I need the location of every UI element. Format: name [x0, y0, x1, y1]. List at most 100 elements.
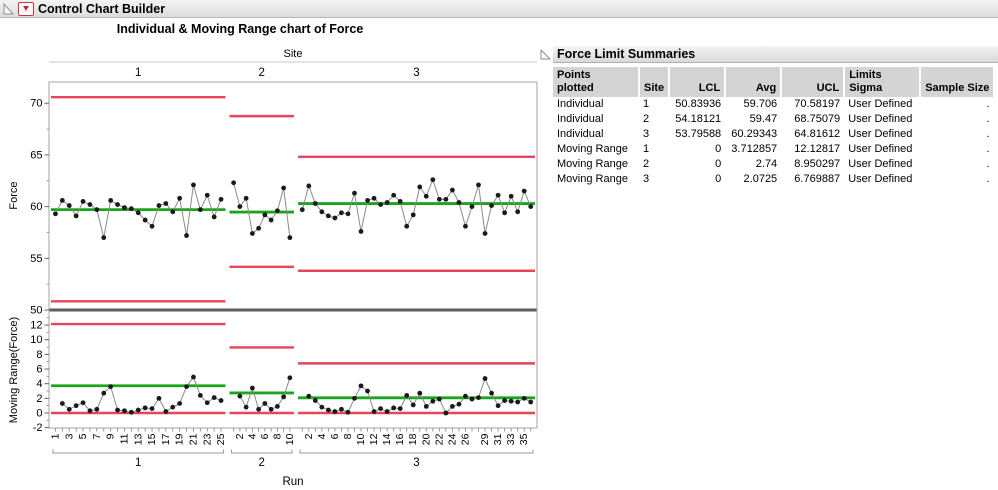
mr-data-point[interactable] — [243, 404, 249, 410]
data-point[interactable] — [243, 195, 249, 201]
data-point[interactable] — [53, 211, 58, 217]
column-header[interactable]: LCL — [668, 67, 726, 97]
table-row[interactable]: Individual 2 54.18121 59.47 68.75079 User Def… — [553, 112, 993, 127]
mr-data-point[interactable] — [404, 393, 410, 398]
data-point[interactable] — [87, 202, 93, 207]
column-header[interactable]: Sample Size — [919, 67, 994, 97]
mr-data-point[interactable] — [443, 410, 449, 416]
mr-data-point[interactable] — [101, 390, 107, 396]
data-point[interactable] — [163, 201, 169, 206]
data-point[interactable] — [325, 213, 331, 219]
data-point[interactable] — [476, 182, 481, 188]
data-point[interactable] — [397, 199, 403, 204]
mr-data-point[interactable] — [345, 409, 351, 415]
mr-data-point[interactable] — [476, 395, 481, 401]
column-header[interactable]: Site — [637, 67, 670, 97]
mr-data-point[interactable] — [128, 409, 134, 415]
mr-data-point[interactable] — [397, 406, 403, 412]
mr-data-point[interactable] — [262, 401, 268, 406]
table-row[interactable]: Moving Range 1 0 3.712857 12.12817 User Defin… — [553, 142, 993, 157]
data-point[interactable] — [94, 207, 100, 213]
data-point[interactable] — [115, 202, 120, 207]
data-point[interactable] — [256, 225, 262, 231]
mr-data-point[interactable] — [423, 404, 429, 409]
mr-data-point[interactable] — [211, 395, 217, 401]
data-point[interactable] — [410, 212, 416, 218]
mr-data-point[interactable] — [218, 398, 224, 403]
data-point[interactable] — [177, 195, 183, 201]
data-point[interactable] — [423, 193, 429, 199]
mr-data-point[interactable] — [94, 406, 100, 412]
mr-data-point[interactable] — [436, 396, 442, 402]
data-point[interactable] — [249, 231, 255, 236]
data-point[interactable] — [456, 200, 462, 205]
data-point[interactable] — [528, 204, 534, 210]
data-point[interactable] — [306, 183, 312, 189]
mr-data-point[interactable] — [325, 407, 331, 413]
data-point[interactable] — [502, 210, 508, 216]
data-point[interactable] — [73, 213, 79, 219]
data-point[interactable] — [482, 231, 488, 236]
mr-data-point[interactable] — [482, 376, 488, 381]
mr-data-point[interactable] — [417, 390, 423, 396]
mr-data-point[interactable] — [135, 407, 141, 413]
mr-data-point[interactable] — [312, 398, 318, 403]
column-header[interactable]: UCL — [780, 67, 845, 97]
mr-data-point[interactable] — [339, 406, 344, 412]
mr-data-point[interactable] — [391, 405, 397, 411]
data-point[interactable] — [378, 202, 383, 207]
mr-data-point[interactable] — [306, 393, 312, 399]
data-point[interactable] — [237, 204, 243, 210]
data-point[interactable] — [191, 182, 196, 188]
mr-data-point[interactable] — [521, 395, 527, 401]
mr-data-point[interactable] — [142, 405, 148, 411]
mr-data-point[interactable] — [268, 406, 274, 412]
mr-data-point[interactable] — [528, 399, 534, 405]
data-point[interactable] — [463, 223, 468, 229]
mr-data-point[interactable] — [463, 393, 468, 399]
data-point[interactable] — [274, 208, 280, 214]
mr-data-point[interactable] — [115, 407, 120, 413]
mr-data-point[interactable] — [163, 409, 169, 414]
data-point[interactable] — [299, 207, 305, 213]
mr-data-point[interactable] — [508, 398, 514, 404]
data-point[interactable] — [170, 209, 176, 215]
data-point[interactable] — [430, 177, 436, 183]
mr-data-point[interactable] — [332, 409, 338, 414]
table-row[interactable]: Moving Range 2 0 2.74 8.950297 User Defined. — [553, 157, 993, 172]
disclosure-triangle-icon[interactable] — [540, 48, 552, 61]
data-point[interactable] — [287, 235, 293, 241]
mr-data-point[interactable] — [384, 409, 390, 414]
data-point[interactable] — [352, 190, 357, 196]
table-row[interactable]: Individual 3 53.79588 60.29343 64.81612 User … — [553, 127, 993, 142]
data-point[interactable] — [391, 192, 397, 198]
mr-data-point[interactable] — [502, 398, 508, 403]
mr-data-point[interactable] — [378, 406, 383, 412]
mr-data-point[interactable] — [204, 400, 210, 406]
mr-data-point[interactable] — [59, 401, 65, 406]
data-point[interactable] — [384, 200, 390, 205]
mr-data-point[interactable] — [108, 384, 114, 390]
data-point[interactable] — [142, 217, 148, 223]
column-header[interactable]: Avg — [724, 67, 782, 97]
mr-data-point[interactable] — [430, 398, 436, 404]
data-point[interactable] — [66, 203, 72, 208]
data-point[interactable] — [204, 192, 210, 198]
mr-data-point[interactable] — [495, 403, 501, 409]
column-header[interactable]: Limits Sigma — [843, 67, 921, 97]
data-point[interactable] — [469, 204, 475, 210]
data-point[interactable] — [319, 209, 325, 215]
data-point[interactable] — [262, 212, 268, 218]
column-header[interactable]: Points plotted — [553, 67, 639, 97]
data-point[interactable] — [231, 180, 237, 186]
mr-data-point[interactable] — [87, 408, 93, 414]
mr-data-point[interactable] — [352, 395, 357, 401]
mr-data-point[interactable] — [287, 375, 293, 381]
mr-data-point[interactable] — [281, 394, 287, 400]
data-point[interactable] — [489, 203, 494, 208]
data-point[interactable] — [312, 201, 318, 206]
data-point[interactable] — [521, 188, 527, 194]
data-point[interactable] — [101, 235, 107, 241]
data-point[interactable] — [345, 211, 351, 217]
disclosure-triangle-icon[interactable] — [2, 2, 14, 16]
